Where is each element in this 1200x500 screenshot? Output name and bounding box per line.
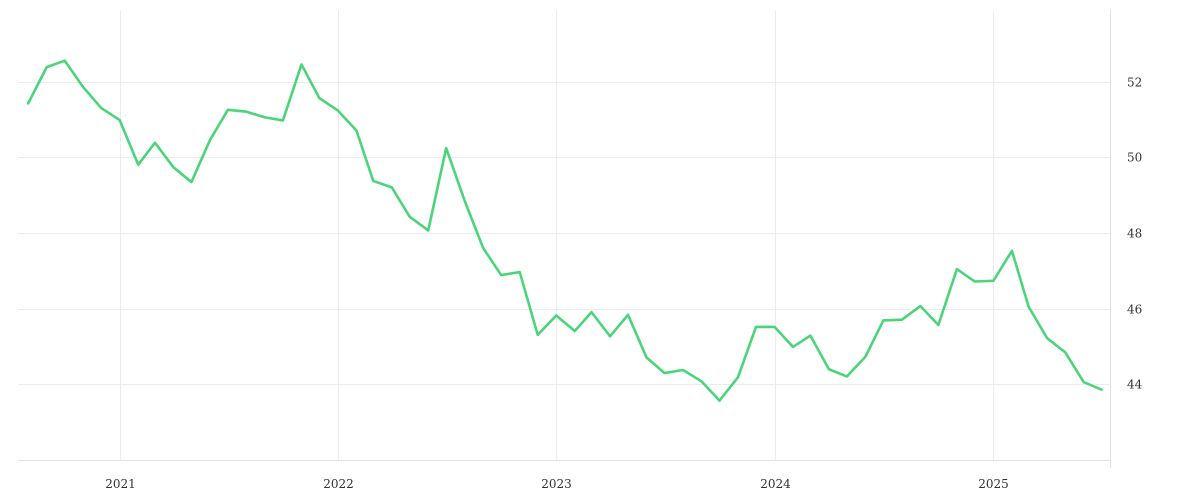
x-tick-label-2023: 2023 <box>541 477 572 491</box>
tick-labels: 44 46 48 50 52 2021 2022 2023 2024 2025 <box>105 76 1142 492</box>
grid <box>18 10 1110 460</box>
series-layer <box>26 59 1103 402</box>
axes <box>18 10 1111 468</box>
y-tick-label-44: 44 <box>1127 378 1143 392</box>
y-tick-label-50: 50 <box>1127 151 1142 165</box>
x-tick-label-2024: 2024 <box>760 477 791 491</box>
x-tick-label-2022: 2022 <box>323 477 354 491</box>
x-tick-label-2025: 2025 <box>978 477 1009 491</box>
x-tick-label-2021: 2021 <box>105 477 136 491</box>
series-line-0 <box>26 59 1103 402</box>
y-tick-label-46: 46 <box>1127 303 1142 317</box>
y-tick-label-52: 52 <box>1127 76 1142 90</box>
y-tick-label-48: 48 <box>1127 227 1142 241</box>
